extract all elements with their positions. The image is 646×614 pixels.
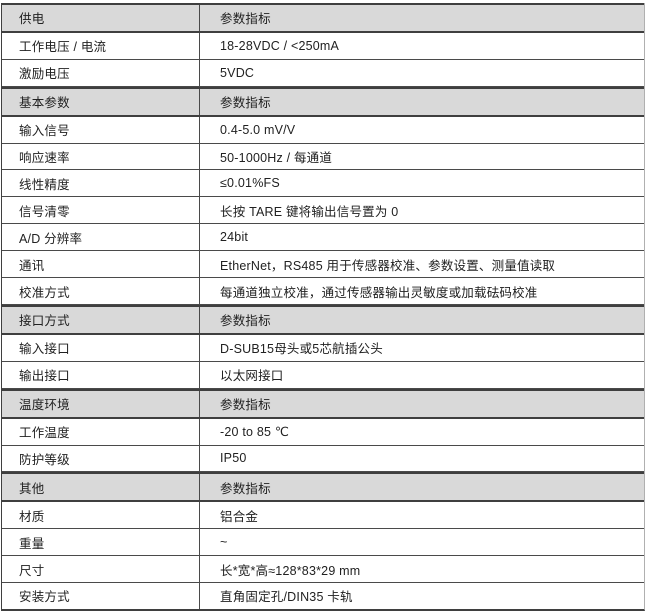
spec-label: 尺寸: [2, 556, 200, 583]
spec-label: 工作温度: [2, 418, 200, 445]
spec-value: 24bit: [220, 230, 249, 245]
spec-row: 重量 ~: [2, 529, 644, 557]
spec-section-row: 基本参数 参数指标: [2, 86, 644, 117]
spec-value: 长按 TARE 键将输出信号置为 0: [220, 204, 399, 219]
spec-row: A/D 分辨率 24bit: [2, 224, 644, 252]
spec-label: 防护等级: [2, 445, 200, 472]
section-value-header: 参数指标: [220, 96, 271, 111]
spec-value: 5VDC: [220, 65, 255, 80]
spec-value: 50-1000Hz / 每通道: [220, 150, 333, 165]
spec-row: 输出接口 以太网接口: [2, 361, 644, 389]
spec-label: 重量: [2, 529, 200, 556]
spec-label: 响应速率: [2, 143, 200, 170]
spec-row: 安装方式 直角固定孔/DIN35 卡轨: [2, 583, 644, 609]
spec-value: 0.4-5.0 mV/V: [220, 122, 296, 137]
section-value-header: 参数指标: [220, 314, 271, 329]
spec-row: 输入接口 D-SUB15母头或5芯航插公头: [2, 334, 644, 362]
spec-section-row: 供电 参数指标: [2, 3, 644, 33]
section-value-header: 参数指标: [220, 481, 271, 496]
spec-label: 校准方式: [2, 278, 200, 304]
spec-label: 通讯: [2, 251, 200, 278]
spec-value: 以太网接口: [220, 369, 284, 384]
spec-row: 材质 铝合金: [2, 502, 644, 530]
spec-value: ≤0.01%FS: [220, 176, 280, 191]
spec-row: 激励电压 5VDC: [2, 59, 644, 87]
section-title: 供电: [2, 5, 200, 31]
spec-value: 直角固定孔/DIN35 卡轨: [220, 590, 353, 605]
spec-value: 长*宽*高≈128*83*29 mm: [220, 563, 361, 578]
spec-table: 供电 参数指标 工作电压 / 电流 18-28VDC / <250mA 激励电压 5VDC…: [1, 3, 645, 611]
spec-label: 输入信号: [2, 116, 200, 143]
section-value-header: 参数指标: [220, 12, 271, 27]
section-title: 接口方式: [2, 306, 200, 333]
spec-value: EtherNet，RS485 用于传感器校准、参数设置、测量值读取: [220, 258, 556, 273]
section-title: 其他: [2, 474, 200, 501]
spec-value: D-SUB15母头或5芯航插公头: [220, 342, 383, 357]
spec-row: 线性精度 ≤0.01%FS: [2, 170, 644, 198]
section-value-header: 参数指标: [220, 398, 271, 413]
spec-label: 线性精度: [2, 170, 200, 197]
spec-value: 每通道独立校准，通过传感器输出灵敏度或加载砝码校准: [220, 285, 538, 300]
spec-label: 信号清零: [2, 197, 200, 224]
spec-row: 输入信号 0.4-5.0 mV/V: [2, 116, 644, 144]
section-title: 温度环境: [2, 390, 200, 417]
section-title: 基本参数: [2, 88, 200, 115]
spec-value: ~: [220, 535, 228, 550]
spec-label: 激励电压: [2, 59, 200, 86]
spec-value: IP50: [220, 451, 247, 466]
spec-label: 材质: [2, 502, 200, 529]
spec-row: 信号清零 长按 TARE 键将输出信号置为 0: [2, 197, 644, 225]
spec-label: 安装方式: [2, 583, 200, 609]
spec-value: 铝合金: [220, 509, 259, 524]
spec-row: 校准方式 每通道独立校准，通过传感器输出灵敏度或加载砝码校准: [2, 278, 644, 305]
spec-section-row: 温度环境 参数指标: [2, 388, 644, 419]
spec-row: 防护等级 IP50: [2, 445, 644, 473]
spec-label: A/D 分辨率: [2, 224, 200, 251]
spec-row: 响应速率 50-1000Hz / 每通道: [2, 143, 644, 171]
spec-value: 18-28VDC / <250mA: [220, 38, 340, 53]
spec-row: 工作温度 -20 to 85 ℃: [2, 418, 644, 446]
spec-label: 输入接口: [2, 334, 200, 361]
spec-row: 通讯 EtherNet，RS485 用于传感器校准、参数设置、测量值读取: [2, 251, 644, 279]
spec-row: 尺寸 长*宽*高≈128*83*29 mm: [2, 556, 644, 584]
spec-row: 工作电压 / 电流 18-28VDC / <250mA: [2, 32, 644, 60]
spec-value: -20 to 85 ℃: [220, 425, 290, 440]
spec-section-row: 其他 参数指标: [2, 472, 644, 503]
spec-section-row: 接口方式 参数指标: [2, 304, 644, 335]
spec-label: 工作电压 / 电流: [2, 32, 200, 59]
spec-label: 输出接口: [2, 361, 200, 388]
